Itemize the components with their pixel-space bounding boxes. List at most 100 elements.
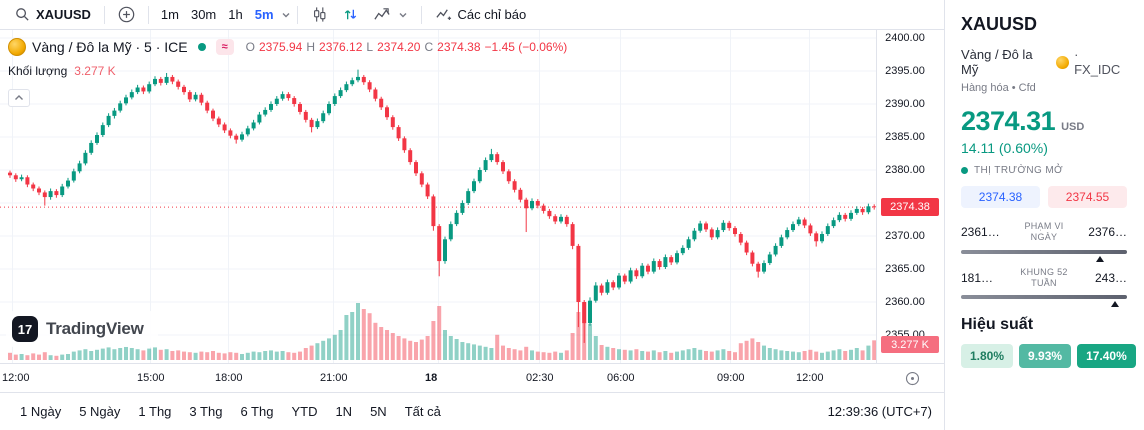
time-axis-label: 12:00 bbox=[2, 372, 30, 384]
time-axis-label: 02:30 bbox=[526, 372, 554, 384]
open-label: O bbox=[245, 40, 255, 54]
interval-button-1h[interactable]: 1h bbox=[228, 7, 243, 22]
time-axis-label: 15:00 bbox=[137, 372, 165, 384]
volume-badge: 3.277 K bbox=[881, 336, 939, 353]
price-axis-label: 2395.00 bbox=[885, 65, 925, 77]
day-range-block: 2361… PHẠM VI NGÀY 2376… bbox=[961, 221, 1127, 262]
week52-range-marker-icon bbox=[1111, 301, 1120, 307]
wave-toggle-icon[interactable]: ≈ bbox=[215, 39, 234, 55]
high-value: 2376.12 bbox=[319, 40, 363, 54]
range-button-9[interactable]: Tất cả bbox=[404, 404, 441, 419]
symbol-search-button[interactable]: XAUUSD bbox=[8, 2, 98, 28]
toolbar-divider bbox=[147, 5, 149, 24]
price-axis-label: 2360.00 bbox=[885, 296, 925, 308]
collapse-legend-button[interactable] bbox=[8, 89, 30, 107]
chart-plot[interactable]: Vàng / Đô la Mỹ · 5 · ICE ≈ O 2375.94 H 23… bbox=[0, 30, 877, 363]
performance-badge-3: 17.40% bbox=[1077, 344, 1136, 368]
ohlc-readout: O 2375.94 H 2376.12 L 2374.20 C 2374.38 −1.4… bbox=[246, 40, 568, 54]
interval-button-1m[interactable]: 1m bbox=[160, 7, 179, 22]
market-status-label: THỊ TRƯỜNG MỞ bbox=[974, 165, 1064, 176]
legend-symbol-title[interactable]: Vàng / Đô la Mỹ · 5 · ICE bbox=[32, 39, 188, 55]
price-axis-label: 2380.00 bbox=[885, 164, 925, 176]
chart-column: XAUUSD 1m 30m 1h 5m bbox=[0, 0, 945, 430]
day-range-marker-icon bbox=[1096, 255, 1105, 262]
week52-range-high: 243… bbox=[1094, 270, 1127, 285]
day-range-label: PHẠM VI NGÀY bbox=[1024, 221, 1064, 243]
change-value: −1.45 (−0.06%) bbox=[484, 40, 568, 54]
panel-category-label: Hàng hóa • Cfd bbox=[961, 82, 1036, 94]
chart-template-button[interactable] bbox=[366, 2, 415, 28]
chart-style-button[interactable] bbox=[304, 2, 335, 28]
interval-button-5m[interactable]: 5m bbox=[254, 7, 274, 22]
range-button-3[interactable]: 1 Thg bbox=[138, 404, 172, 419]
volume-value: 3.277 K bbox=[74, 64, 116, 78]
week52-range-bar bbox=[961, 295, 1127, 307]
area-chart-icon bbox=[373, 6, 391, 23]
range-button-4[interactable]: 3 Thg bbox=[189, 404, 223, 419]
toolbar-divider bbox=[420, 5, 422, 24]
price-axis-label: 2385.00 bbox=[885, 131, 925, 143]
current-price-badge: 2374.38 bbox=[881, 198, 939, 217]
day-range-low: 2361… bbox=[961, 225, 1000, 240]
market-open-dot-icon bbox=[961, 167, 968, 174]
close-value: 2374.38 bbox=[437, 40, 481, 54]
price-axis-label: 2390.00 bbox=[885, 98, 925, 110]
range-button-2[interactable]: 5 Ngày bbox=[79, 404, 121, 419]
tradingview-brand-text: TradingView bbox=[46, 319, 144, 338]
range-button-8[interactable]: 5N bbox=[370, 404, 387, 419]
time-axis-label: 18:00 bbox=[215, 372, 243, 384]
range-button-1[interactable]: 1 Ngày bbox=[20, 404, 62, 419]
date-range-group: 1 Ngày 5 Ngày 1 Thg 3 Thg 6 Thg YTD 1N 5N Tất cả bbox=[12, 400, 449, 423]
tradingview-watermark[interactable]: 17 TradingView bbox=[6, 311, 158, 347]
plus-circle-icon bbox=[118, 6, 135, 23]
panel-symbol-description[interactable]: Vàng / Đô la Mỹ bbox=[961, 47, 1033, 77]
toolbar-divider bbox=[296, 5, 298, 24]
interval-button-30m[interactable]: 30m bbox=[190, 7, 217, 22]
low-value: 2374.20 bbox=[377, 40, 421, 54]
range-button-5[interactable]: 6 Thg bbox=[240, 404, 274, 419]
bid-price-pill: 2374.38 bbox=[961, 186, 1040, 208]
performance-badge-1: 1.80% bbox=[961, 344, 1014, 368]
low-label: L bbox=[366, 40, 374, 54]
panel-change-value: 14.11 (0.60%) bbox=[961, 140, 1048, 156]
volume-label[interactable]: Khối lượng bbox=[8, 64, 68, 78]
bid-ask-arrows-button[interactable] bbox=[335, 2, 366, 28]
range-button-6[interactable]: YTD bbox=[291, 404, 318, 419]
toolbar-symbol-label: XAUUSD bbox=[36, 7, 91, 22]
high-label: H bbox=[306, 40, 316, 54]
performance-badge-group: 1.80% 9.93% 17.40% bbox=[961, 344, 1136, 368]
range-button-7[interactable]: 1N bbox=[335, 404, 353, 419]
week52-range-label: KHUNG 52 TUẦN bbox=[1020, 266, 1068, 288]
price-axis[interactable]: 2355.002360.002365.002370.002375.002380.… bbox=[876, 30, 944, 363]
time-axis-label: 18 bbox=[425, 372, 438, 384]
price-axis-label: 2365.00 bbox=[885, 263, 925, 275]
week52-range-low: 181… bbox=[961, 270, 994, 285]
bottom-toolbar: 1 Ngày 5 Ngày 1 Thg 3 Thg 6 Thg YTD 1N 5N Tất cả… bbox=[0, 392, 944, 430]
indicators-icon bbox=[435, 6, 452, 23]
interval-menu-caret-icon[interactable] bbox=[281, 10, 291, 20]
panel-currency-label: USD bbox=[1061, 121, 1085, 133]
candlestick-chart[interactable] bbox=[0, 30, 877, 363]
interval-button-group: 1m 30m 1h 5m bbox=[155, 2, 280, 28]
price-axis-label: 2370.00 bbox=[885, 230, 925, 242]
toolbar-divider bbox=[103, 5, 105, 24]
symbol-detail-panel: XAUUSD Vàng / Đô la Mỹ · FX_IDC Hàng hóa… bbox=[945, 0, 1143, 430]
indicators-label: Các chỉ báo bbox=[457, 7, 527, 22]
mini-gold-coin-icon bbox=[1056, 55, 1070, 69]
chart-region: Vàng / Đô la Mỹ · 5 · ICE ≈ O 2375.94 H 23… bbox=[0, 30, 944, 363]
source-dot-toggle-icon[interactable] bbox=[193, 39, 210, 55]
search-icon bbox=[15, 7, 30, 22]
clock-label[interactable]: 12:39:36 (UTC+7) bbox=[827, 404, 932, 419]
day-range-bar bbox=[961, 249, 1127, 262]
indicators-button[interactable]: Các chỉ báo bbox=[428, 2, 534, 28]
tradingview-logo-icon: 17 bbox=[12, 316, 38, 342]
top-toolbar: XAUUSD 1m 30m 1h 5m bbox=[0, 0, 944, 30]
time-axis-label: 09:00 bbox=[717, 372, 745, 384]
compare-add-symbol-button[interactable] bbox=[111, 2, 142, 28]
panel-last-price: 2374.31 bbox=[961, 106, 1056, 136]
time-axis[interactable]: 12:00 15:00 18:00 21:00 18 02:30 06:00 09:00 12:… bbox=[0, 363, 944, 392]
price-axis-label: 2400.00 bbox=[885, 32, 925, 44]
time-axis-label: 12:00 bbox=[796, 372, 824, 384]
time-axis-settings-icon[interactable] bbox=[905, 371, 920, 389]
